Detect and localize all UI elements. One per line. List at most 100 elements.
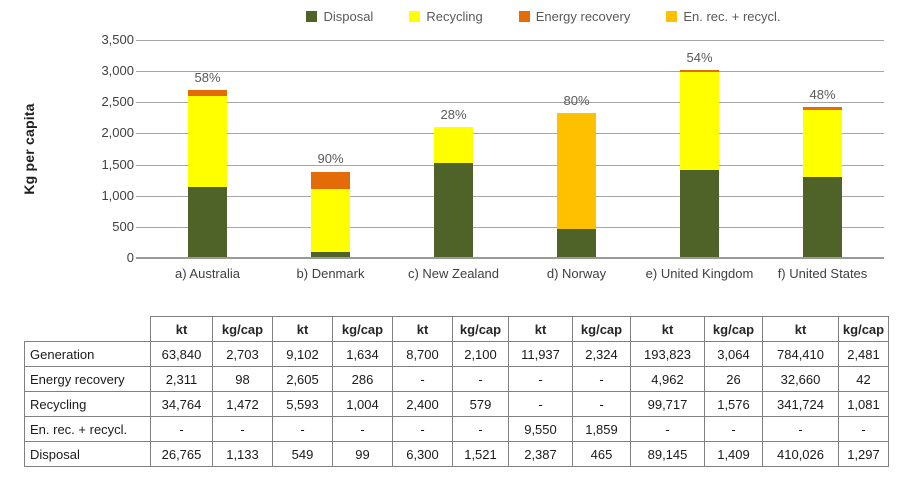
table-header-row: kt kg/cap kt kg/cap kt kg/cap kt kg/cap kt kg/cap…	[25, 316, 889, 342]
table-cell: 1,409	[704, 441, 763, 467]
table-cell: -	[272, 416, 333, 442]
table-row-label: En. rec. + recycl.	[24, 416, 151, 442]
bar-segment-recycling	[803, 109, 842, 178]
table-cell: 2,703	[212, 341, 273, 367]
table-col-header: kg/cap	[212, 316, 273, 342]
bar-segment-disposal	[680, 170, 719, 258]
table-cell: -	[392, 366, 453, 392]
y-axis-title: Kg per capita	[21, 103, 37, 195]
table-row: Generation 63,840 2,703 9,102 1,634 8,700 2,10…	[24, 341, 889, 367]
bar-segment-energy-recovery	[311, 171, 350, 190]
bar-segment-disposal	[434, 163, 473, 258]
table-cell: -	[508, 366, 573, 392]
table-row-label: Disposal	[24, 441, 151, 467]
legend-label: En. rec. + recycl.	[683, 8, 781, 24]
x-category-label: d) Norway	[546, 266, 607, 281]
legend-item-recycling: Recycling	[409, 8, 483, 24]
plot-area: 58% 90% 28% 80% 54% 48%	[136, 40, 884, 259]
bar-segment-disposal	[311, 251, 350, 258]
table-row: Disposal 26,765 1,133 549 99 6,300 1,521 2,387 4…	[24, 441, 889, 467]
gridline	[136, 102, 884, 104]
legend-item-energy-recovery: Energy recovery	[518, 8, 631, 24]
legend-item-disposal: Disposal	[306, 9, 373, 24]
y-tick-label: 3,000	[101, 63, 134, 79]
table-cell: -	[392, 416, 453, 442]
table-cell: 341,724	[762, 391, 839, 417]
bar-segment-recycling	[680, 72, 719, 171]
bar-percent-label: 90%	[317, 151, 344, 167]
table-col-header: kt	[392, 316, 453, 342]
legend-label: Energy recovery	[535, 8, 631, 24]
gridline	[136, 133, 884, 135]
table-row-label: Recycling	[24, 391, 151, 417]
legend-label: Disposal	[323, 8, 374, 24]
x-category-label: b) Denmark	[296, 266, 365, 281]
table-cell: 98	[212, 366, 273, 392]
table-col-header: kt	[762, 316, 839, 342]
table-cell: 34,764	[150, 391, 213, 417]
gridline	[136, 226, 884, 228]
table-cell: -	[452, 366, 509, 392]
table-cell: -	[452, 416, 509, 442]
bar-segment-disposal	[557, 229, 596, 258]
table-row-label: Generation	[24, 341, 151, 367]
table-cell: 63,840	[150, 341, 213, 367]
y-axis-tick-labels: 0 500 1,000 1,500 2,000 2,500 3,000 3,500	[48, 32, 134, 265]
legend-label: Recycling	[426, 8, 483, 24]
legend-item-en-rec-recycl: En. rec. + recycl.	[666, 8, 781, 24]
table-cell: -	[762, 416, 839, 442]
table-row-label: Energy recovery	[24, 366, 151, 392]
legend-swatch-icon	[306, 10, 318, 22]
bar-percent-label: 58%	[194, 69, 221, 85]
legend-swatch-icon	[409, 10, 421, 22]
table-cell: 99,717	[630, 391, 705, 417]
table-cell: 26	[704, 366, 763, 392]
table-cell: 1,081	[838, 391, 889, 417]
x-axis-line	[136, 257, 884, 259]
table-cell: 2,387	[508, 441, 573, 467]
table-cell: 193,823	[630, 341, 705, 367]
table-col-header: kg/cap	[332, 316, 393, 342]
table-cell: -	[630, 416, 705, 442]
table-cell: 579	[452, 391, 509, 417]
bar-segment-recycling	[188, 95, 227, 188]
x-category-label: e) United Kingdom	[645, 266, 754, 281]
table-cell: 549	[272, 441, 333, 467]
table-cell: 26,765	[150, 441, 213, 467]
data-table: kt kg/cap kt kg/cap kt kg/cap kt kg/cap kt kg/cap…	[24, 316, 889, 467]
table-cell: 1,297	[838, 441, 889, 467]
table-cell: 286	[332, 366, 393, 392]
table-cell: 11,937	[508, 341, 573, 367]
table-cell: 2,400	[392, 391, 453, 417]
table-cell: -	[572, 366, 631, 392]
gridline	[136, 40, 884, 41]
table-col-header: kt	[508, 316, 573, 342]
bar-segment-disposal	[188, 187, 227, 258]
table-cell: 784,410	[762, 341, 839, 367]
table-cell: 1,859	[572, 416, 631, 442]
table-cell: 6,300	[392, 441, 453, 467]
table-row: Recycling 34,764 1,472 5,593 1,004 2,400 579- -…	[24, 391, 889, 417]
y-tick-label: 1,000	[101, 187, 134, 203]
y-tick-label: 3,500	[101, 32, 134, 47]
legend-swatch-icon	[518, 10, 530, 22]
bar-segment-en-rec-recycl	[557, 113, 596, 230]
bar-percent-label: 28%	[440, 107, 467, 123]
table-col-header: kt	[150, 316, 213, 342]
table-cell: 1,576	[704, 391, 763, 417]
table-cell: -	[332, 416, 393, 442]
table-col-header: kg/cap	[572, 316, 631, 342]
y-tick-label: 0	[126, 250, 134, 265]
bar-percent-label: 54%	[686, 50, 713, 66]
legend-swatch-icon	[666, 10, 678, 22]
y-tick-label: 2,000	[101, 125, 134, 141]
table-cell: 3,064	[704, 341, 763, 367]
table-cell: 4,962	[630, 366, 705, 392]
bar-percent-label: 80%	[563, 93, 590, 109]
x-category-label: a) Australia	[174, 266, 241, 281]
table-cell: 410,026	[762, 441, 839, 467]
table-cell: 32,660	[762, 366, 839, 392]
bar-segment-recycling	[311, 189, 350, 252]
bar-segment-energy-recovery	[803, 107, 842, 110]
table-cell: 2,481	[838, 341, 889, 367]
